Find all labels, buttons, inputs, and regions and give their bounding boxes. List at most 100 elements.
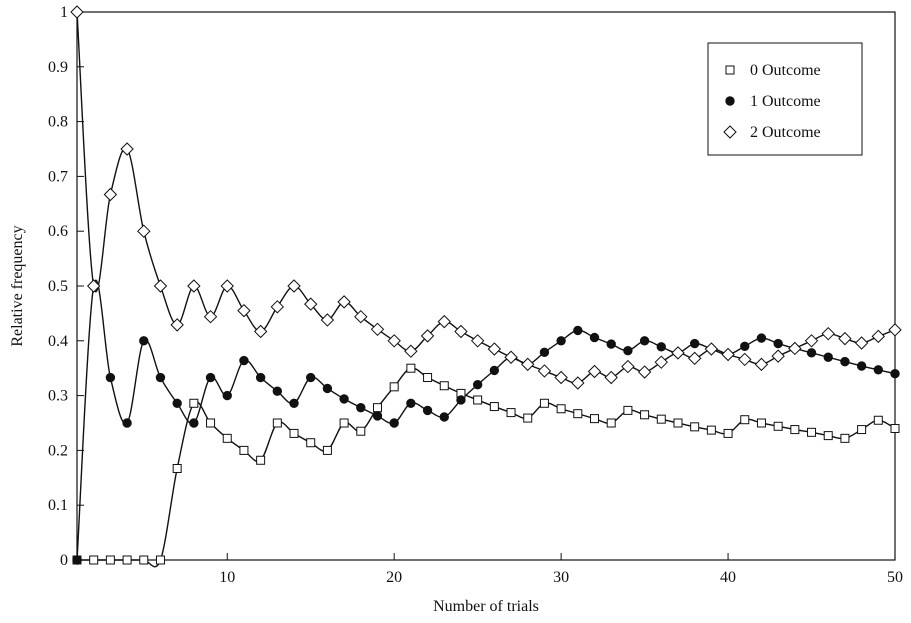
y-tick-label: 1 bbox=[60, 4, 68, 21]
series-1-outcome-point bbox=[239, 355, 249, 366]
series-1-outcome-point bbox=[623, 345, 633, 356]
series-1-outcome-point bbox=[172, 398, 182, 408]
series-1-outcome-point bbox=[890, 368, 900, 379]
series-1-outcome-point bbox=[740, 341, 750, 351]
series-1-outcome-point bbox=[372, 411, 383, 421]
series-1-outcome-point bbox=[205, 372, 216, 383]
series-0-outcome-point bbox=[523, 413, 533, 423]
series-2-outcome-point bbox=[671, 346, 685, 360]
series-2-outcome-point bbox=[871, 329, 886, 344]
series-0-outcome-point bbox=[573, 409, 583, 419]
series-2-outcome-point bbox=[187, 279, 201, 293]
series-0-outcome-point bbox=[690, 422, 700, 432]
series-2-outcome-point bbox=[454, 324, 468, 339]
series-2-outcome-legend-label: 2 Outcome bbox=[750, 124, 821, 141]
series-2-outcome-point bbox=[337, 295, 351, 309]
series-0-outcome-point bbox=[322, 445, 332, 455]
series-0-outcome-point bbox=[122, 555, 132, 565]
series-0-outcome-point bbox=[222, 433, 232, 443]
series-1-outcome-point bbox=[840, 356, 850, 367]
series-2-outcome-point bbox=[270, 300, 285, 314]
series-1-outcome-point bbox=[573, 325, 583, 336]
series-0-outcome-line bbox=[77, 367, 896, 568]
series-1-outcome-point bbox=[189, 418, 199, 428]
series-2-outcome-point bbox=[86, 279, 101, 293]
series-2-outcome-point bbox=[420, 329, 435, 343]
series-1-outcome-point bbox=[155, 372, 166, 383]
series-0-outcome-point bbox=[389, 382, 399, 392]
series-2-outcome-point bbox=[387, 334, 401, 348]
series-2-outcome-point bbox=[220, 279, 234, 293]
series-1-outcome-point bbox=[356, 402, 366, 413]
series-0-outcome-point bbox=[489, 402, 499, 412]
series-1-outcome-point bbox=[255, 372, 266, 383]
series-0-outcome-point bbox=[239, 445, 249, 455]
series-2-outcome-point bbox=[654, 355, 668, 369]
y-tick-label: 0.2 bbox=[48, 442, 68, 459]
series-2-outcome-point bbox=[287, 279, 301, 293]
x-tick-label: 10 bbox=[219, 569, 235, 586]
series-1-outcome-point bbox=[639, 336, 650, 346]
y-tick-label: 0.6 bbox=[48, 223, 68, 240]
series-1-outcome-point bbox=[689, 338, 700, 349]
series-2-outcome-point bbox=[487, 342, 502, 356]
series-1-outcome-legend-marker bbox=[725, 96, 735, 106]
series-2-outcome-point bbox=[587, 364, 602, 379]
series-0-outcome-point bbox=[172, 463, 182, 473]
series-2-outcome-point bbox=[804, 334, 819, 348]
series-2-outcome-point bbox=[788, 341, 802, 356]
y-tick-label: 0.7 bbox=[48, 168, 68, 185]
x-tick-label: 30 bbox=[553, 569, 569, 586]
series-2-outcome-point bbox=[537, 364, 552, 378]
series-0-outcome-point bbox=[723, 428, 733, 438]
series-2-outcome-point bbox=[504, 350, 518, 364]
series-2-outcome-point bbox=[821, 326, 835, 341]
series-0-outcome-legend-label: 0 Outcome bbox=[750, 62, 821, 79]
series-0-outcome-point bbox=[206, 418, 216, 428]
series-2-outcome-point bbox=[754, 357, 769, 372]
series-2-outcome-point bbox=[103, 187, 118, 202]
series-1-outcome-point bbox=[222, 390, 232, 401]
series-1-outcome-point bbox=[539, 347, 550, 358]
series-1-outcome-point bbox=[656, 342, 666, 352]
series-1-outcome-point bbox=[422, 405, 433, 416]
series-1-outcome-point bbox=[556, 336, 566, 346]
legend: 0 Outcome 1 Outcome 2 Outcome bbox=[707, 42, 863, 156]
series-1-outcome-point bbox=[456, 395, 466, 405]
series-1-outcome-point bbox=[823, 352, 833, 362]
series-0-outcome-point bbox=[656, 414, 666, 424]
x-tick-label: 40 bbox=[720, 569, 736, 586]
series-0-outcome-point bbox=[890, 423, 900, 433]
series-1-outcome-point bbox=[339, 394, 349, 404]
series-1-outcome-point bbox=[489, 365, 500, 376]
series-0-outcome-point bbox=[606, 418, 616, 428]
series-2-outcome-point bbox=[437, 314, 451, 329]
x-tick-label: 20 bbox=[386, 569, 402, 586]
series-0-outcome-point bbox=[740, 415, 750, 425]
series-0-outcome-point bbox=[506, 408, 516, 418]
series-2-outcome-point bbox=[203, 309, 218, 324]
series-0-outcome-point bbox=[139, 555, 149, 565]
series-0-outcome-point bbox=[339, 418, 349, 428]
series-0-outcome-legend-marker bbox=[725, 65, 735, 75]
y-tick-label: 0.4 bbox=[48, 333, 68, 350]
series-1-outcome-point bbox=[105, 372, 116, 383]
series-1-outcome-point bbox=[873, 365, 884, 375]
series-1-outcome-line bbox=[76, 279, 896, 561]
series-1-outcome-point bbox=[606, 339, 616, 349]
series-0-outcome-point bbox=[706, 425, 716, 435]
series-0-outcome-point bbox=[556, 404, 566, 414]
series-2-outcome-point bbox=[237, 303, 251, 318]
series-2-outcome-point bbox=[704, 342, 719, 356]
series-0-outcome-point bbox=[807, 427, 817, 437]
series-2-outcome-point bbox=[571, 376, 585, 390]
series-1-outcome-point bbox=[589, 332, 600, 343]
series-1-outcome-point bbox=[306, 372, 316, 383]
series-1-outcome-point bbox=[122, 418, 132, 428]
series-0-outcome-point bbox=[256, 455, 266, 465]
series-2-outcome-point bbox=[554, 370, 568, 385]
series-0-outcome-point bbox=[640, 410, 650, 420]
series-0-outcome-point bbox=[840, 433, 850, 443]
series-0-outcome-point bbox=[272, 418, 282, 428]
